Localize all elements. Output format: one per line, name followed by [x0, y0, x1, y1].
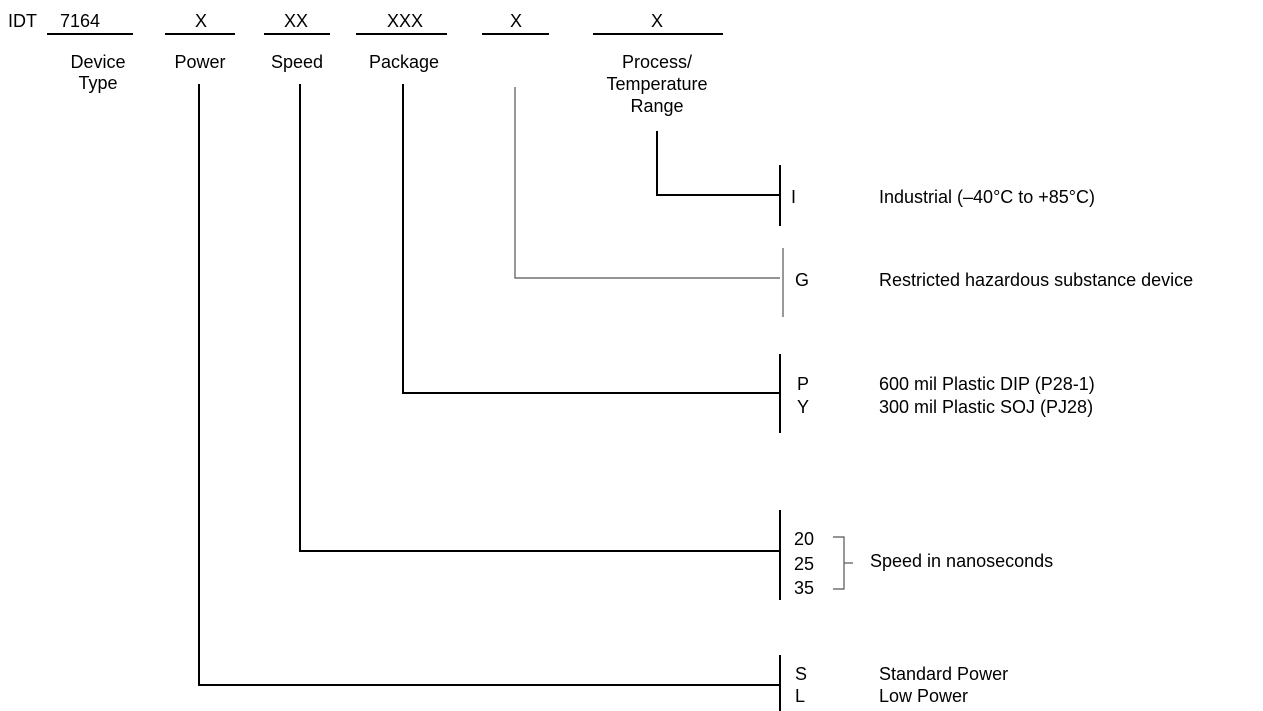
- option-desc-package-y: 300 mil Plastic SOJ (PJ28): [879, 397, 1093, 417]
- field-label-speed: Speed: [271, 52, 323, 72]
- field-code-process: X: [651, 11, 663, 31]
- field-label-device-1: Device: [70, 52, 125, 72]
- option-code-package-y: Y: [797, 397, 809, 417]
- connector-process: [656, 131, 780, 196]
- connector-power: [198, 84, 780, 686]
- field-label-device-2: Type: [78, 73, 117, 93]
- option-desc-green-g: Restricted hazardous substance device: [879, 270, 1193, 290]
- field-code-device: 7164: [60, 11, 100, 31]
- field-code-package: XXX: [387, 11, 423, 31]
- option-desc-power-s: Standard Power: [879, 664, 1008, 684]
- speed-bracket: [833, 536, 845, 590]
- field-label-process-1: Process/: [622, 52, 692, 72]
- connector-speed: [299, 84, 780, 552]
- field-label-process-2: Temperature: [606, 74, 707, 94]
- option-desc-package-p: 600 mil Plastic DIP (P28-1): [879, 374, 1095, 394]
- option-code-package-p: P: [797, 374, 809, 394]
- option-desc-power-l: Low Power: [879, 686, 968, 706]
- field-label-package: Package: [369, 52, 439, 72]
- option-code-speed-20: 20: [794, 529, 814, 549]
- option-code-power-s: S: [795, 664, 807, 684]
- option-code-speed-25: 25: [794, 554, 814, 574]
- option-code-green-g: G: [795, 270, 809, 290]
- field-label-process-3: Range: [630, 96, 683, 116]
- field-code-speed: XX: [284, 11, 308, 31]
- connector-green: [514, 87, 780, 279]
- option-code-speed-35: 35: [794, 578, 814, 598]
- field-code-green: X: [510, 11, 522, 31]
- field-label-power: Power: [174, 52, 225, 72]
- prefix-label: IDT: [8, 11, 37, 31]
- option-code-process-i: I: [791, 187, 796, 207]
- field-code-power: X: [195, 11, 207, 31]
- option-code-power-l: L: [795, 686, 805, 706]
- connector-package: [402, 84, 780, 394]
- option-desc-process-i: Industrial (–40°C to +85°C): [879, 187, 1095, 207]
- speed-desc: Speed in nanoseconds: [870, 551, 1053, 571]
